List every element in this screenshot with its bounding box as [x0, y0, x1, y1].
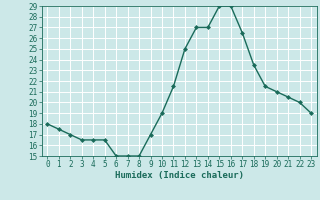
X-axis label: Humidex (Indice chaleur): Humidex (Indice chaleur) — [115, 171, 244, 180]
